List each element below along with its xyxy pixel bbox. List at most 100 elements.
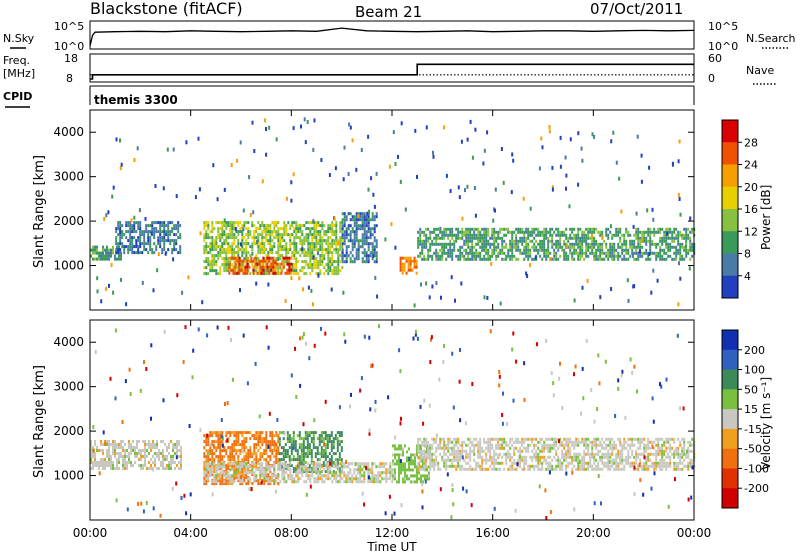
data-cell	[457, 230, 460, 234]
data-cell	[233, 233, 236, 237]
data-cell	[233, 455, 236, 459]
data-cell	[239, 471, 242, 475]
data-cell	[241, 242, 244, 246]
data-cell	[293, 251, 296, 255]
power-frame	[89, 109, 695, 311]
scatter-point	[304, 140, 307, 145]
data-cell	[527, 464, 530, 468]
data-cell	[369, 254, 372, 258]
data-cell	[237, 239, 240, 243]
data-cell	[493, 461, 496, 465]
data-cell	[469, 440, 472, 444]
data-cell	[229, 236, 232, 240]
data-cell	[447, 449, 450, 453]
data-cell	[583, 230, 586, 234]
data-cell	[203, 468, 206, 472]
data-cell	[447, 242, 450, 246]
data-cell	[423, 464, 426, 468]
data-cell	[449, 242, 452, 246]
data-cell	[312, 434, 315, 438]
data-cell	[603, 239, 606, 243]
data-cell	[625, 245, 628, 249]
data-cell	[223, 465, 226, 469]
data-cell	[221, 242, 224, 246]
data-cell	[417, 449, 420, 453]
data-cell	[573, 251, 576, 255]
data-cell	[285, 245, 288, 249]
data-cell	[407, 256, 410, 260]
data-cell	[571, 440, 574, 444]
data-cell	[447, 455, 450, 459]
data-cell	[414, 456, 416, 460]
data-cell	[601, 251, 604, 255]
data-cell	[345, 254, 348, 258]
data-cell	[418, 477, 420, 481]
data-cell	[241, 233, 244, 237]
data-cell	[259, 474, 262, 478]
data-cell	[281, 245, 284, 249]
data-cell	[409, 265, 412, 269]
data-cell	[677, 233, 680, 237]
data-cell	[525, 455, 528, 459]
data-cell	[304, 431, 307, 435]
data-cell	[503, 227, 506, 231]
data-cell	[461, 236, 464, 240]
data-cell	[461, 230, 464, 234]
data-cell	[230, 256, 233, 260]
data-cell	[571, 227, 574, 231]
data-cell	[205, 462, 208, 466]
scatter-point	[312, 255, 315, 260]
scatter-point	[565, 186, 567, 191]
data-cell	[92, 461, 94, 464]
data-cell	[319, 257, 322, 261]
data-cell	[163, 242, 166, 246]
data-cell	[677, 242, 680, 246]
data-cell	[265, 479, 268, 483]
data-cell	[147, 239, 150, 243]
data-cell	[523, 455, 526, 459]
data-cell	[235, 245, 238, 249]
data-cell	[663, 251, 666, 255]
data-cell	[253, 224, 256, 228]
data-cell	[531, 437, 534, 441]
nsky-series-line	[89, 27, 695, 47]
data-cell	[451, 242, 454, 246]
data-cell	[215, 221, 218, 225]
data-cell	[148, 446, 150, 449]
data-cell	[469, 446, 472, 450]
data-cell	[339, 227, 342, 231]
data-cell	[286, 455, 289, 459]
data-cell	[277, 458, 280, 462]
data-cell	[611, 254, 614, 258]
data-cell	[142, 440, 144, 443]
data-cell	[417, 455, 420, 459]
data-cell	[305, 233, 308, 237]
data-cell	[290, 268, 293, 272]
scatter-point	[483, 148, 486, 153]
data-cell	[567, 455, 570, 459]
scatter-point	[187, 275, 190, 280]
data-cell	[491, 251, 494, 255]
data-cell	[335, 248, 338, 252]
data-cell	[118, 467, 120, 470]
data-cell	[283, 224, 286, 228]
data-cell	[179, 224, 182, 228]
data-cell	[567, 257, 570, 261]
data-cell	[369, 227, 372, 231]
data-cell	[499, 443, 502, 447]
data-cell	[318, 434, 321, 438]
data-cell	[445, 461, 448, 465]
data-cell	[102, 449, 104, 452]
data-cell	[607, 248, 610, 252]
data-cell	[300, 443, 303, 447]
data-cell	[643, 230, 646, 234]
data-cell	[420, 456, 422, 460]
data-cell	[341, 471, 344, 475]
data-cell	[467, 245, 470, 249]
data-cell	[399, 259, 402, 263]
scatter-point	[591, 233, 593, 238]
data-cell	[330, 455, 333, 459]
data-cell	[551, 437, 554, 441]
data-cell	[164, 443, 166, 446]
data-cell	[205, 473, 208, 477]
